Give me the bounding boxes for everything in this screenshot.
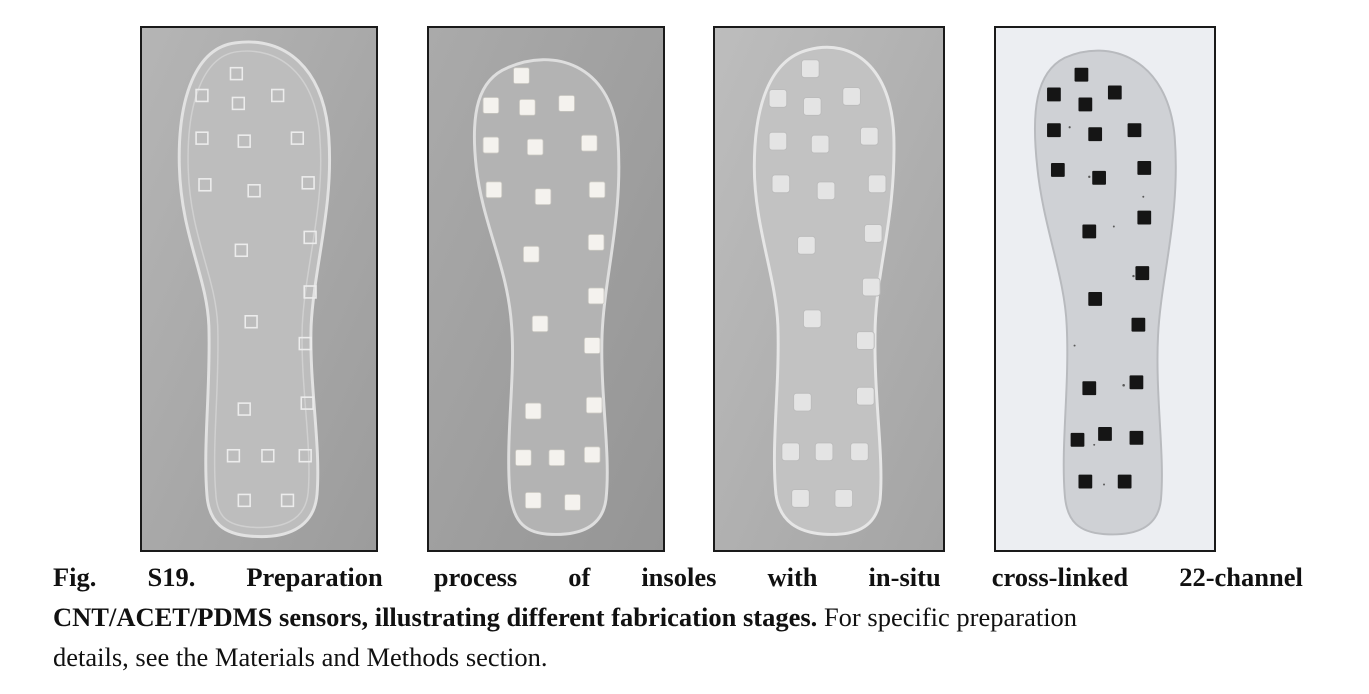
sensor-cubes bbox=[768, 59, 887, 508]
insole-outline bbox=[472, 58, 621, 536]
caption-word: with bbox=[767, 562, 818, 592]
sensor-slots bbox=[195, 66, 317, 508]
caption-bold-text: CNT/ACET/PDMS sensors, illustrating diff… bbox=[53, 602, 818, 632]
sensor-blocks bbox=[482, 67, 606, 511]
photo-panel-transparent-cubes bbox=[713, 26, 945, 552]
caption-word: of bbox=[568, 562, 591, 592]
insole-outline bbox=[752, 45, 896, 536]
caption-word: cross-linked bbox=[991, 562, 1129, 592]
specks bbox=[1068, 126, 1145, 486]
figure-caption: Fig. S19. Preparation process of insoles… bbox=[53, 557, 1303, 677]
insole-outline bbox=[177, 40, 332, 539]
photo-panel-black-sensors bbox=[994, 26, 1216, 552]
caption-line-2: CNT/ACET/PDMS sensors, illustrating diff… bbox=[53, 597, 1303, 637]
caption-regular-text: For specific preparation bbox=[817, 602, 1078, 632]
caption-line-3: details, see the Materials and Methods s… bbox=[53, 642, 548, 672]
caption-word: S19. bbox=[147, 562, 196, 592]
sensor-squares bbox=[1047, 67, 1152, 489]
caption-title-line: Fig. S19. Preparation process of insoles… bbox=[53, 557, 1303, 597]
caption-word: process bbox=[433, 562, 518, 592]
caption-word: insoles bbox=[641, 562, 717, 592]
caption-word: Preparation bbox=[246, 562, 383, 592]
caption-word: in-situ bbox=[868, 562, 941, 592]
photo-panel-empty-slots bbox=[140, 26, 378, 552]
photo-panel-white-blocks bbox=[427, 26, 665, 552]
caption-word: Fig. bbox=[53, 562, 97, 592]
caption-word: 22-channel bbox=[1179, 562, 1303, 592]
